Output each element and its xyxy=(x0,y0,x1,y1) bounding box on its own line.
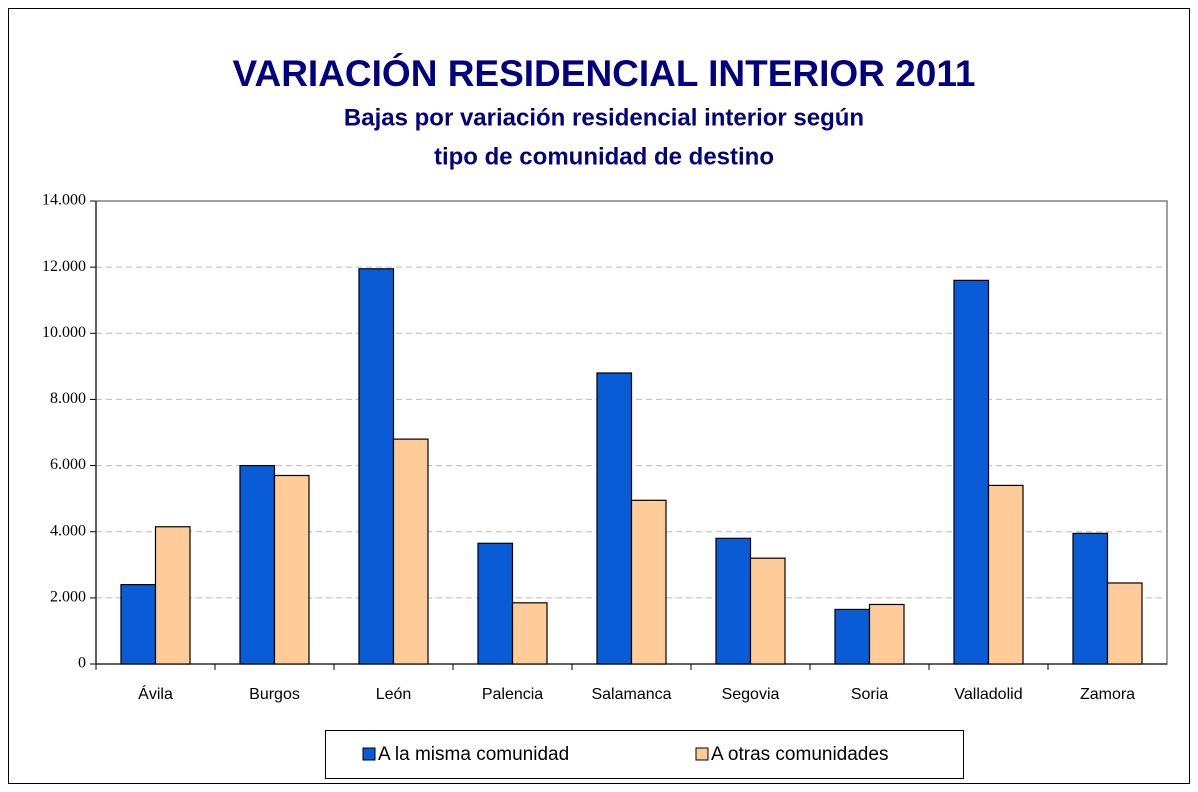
bar xyxy=(120,584,157,665)
y-tick-label: 12.000 xyxy=(42,258,86,275)
bar xyxy=(953,279,990,665)
chart-title: VARIACIÓN RESIDENCIAL INTERIOR 2011 xyxy=(233,52,976,94)
x-tick-label: Soria xyxy=(851,686,888,703)
bar xyxy=(834,608,871,665)
bar xyxy=(239,464,276,665)
y-tick-label: 6.000 xyxy=(50,456,86,473)
chart-subtitle: Bajas por variación residencial interior… xyxy=(344,104,864,131)
y-tick-label: 0 xyxy=(78,655,86,672)
bar xyxy=(1106,582,1143,665)
chart-subtitle: tipo de comunidad de destino xyxy=(434,143,774,170)
bar xyxy=(477,542,514,665)
legend-box xyxy=(325,730,964,779)
bar xyxy=(511,602,548,665)
bar xyxy=(868,603,905,665)
x-tick-label: Salamanca xyxy=(591,686,671,703)
y-tick-label: 2.000 xyxy=(50,589,86,606)
bar xyxy=(987,484,1024,665)
x-tick-label: Valladolid xyxy=(954,686,1022,703)
bar xyxy=(715,537,752,665)
bar xyxy=(392,438,429,665)
bar xyxy=(749,557,786,665)
x-tick-label: Ávila xyxy=(138,684,173,703)
x-tick-label: Palencia xyxy=(482,686,543,703)
y-tick-label: 4.000 xyxy=(50,522,86,539)
legend-label: A otras comunidades xyxy=(711,744,888,765)
legend-swatch xyxy=(362,747,376,761)
legend-swatch xyxy=(695,747,709,761)
y-tick-label: 10.000 xyxy=(42,324,86,341)
bar xyxy=(1072,532,1109,665)
bar xyxy=(358,268,395,665)
legend-label: A la misma comunidad xyxy=(378,744,569,765)
bar xyxy=(630,499,667,665)
x-tick-label: León xyxy=(376,686,412,703)
x-tick-label: Burgos xyxy=(249,686,300,703)
bar xyxy=(154,526,191,665)
y-tick-label: 14.000 xyxy=(42,192,86,209)
bar xyxy=(596,372,633,665)
x-tick-label: Segovia xyxy=(722,686,780,703)
y-tick-label: 8.000 xyxy=(50,390,86,407)
x-tick-label: Zamora xyxy=(1080,686,1135,703)
bar xyxy=(273,474,310,665)
